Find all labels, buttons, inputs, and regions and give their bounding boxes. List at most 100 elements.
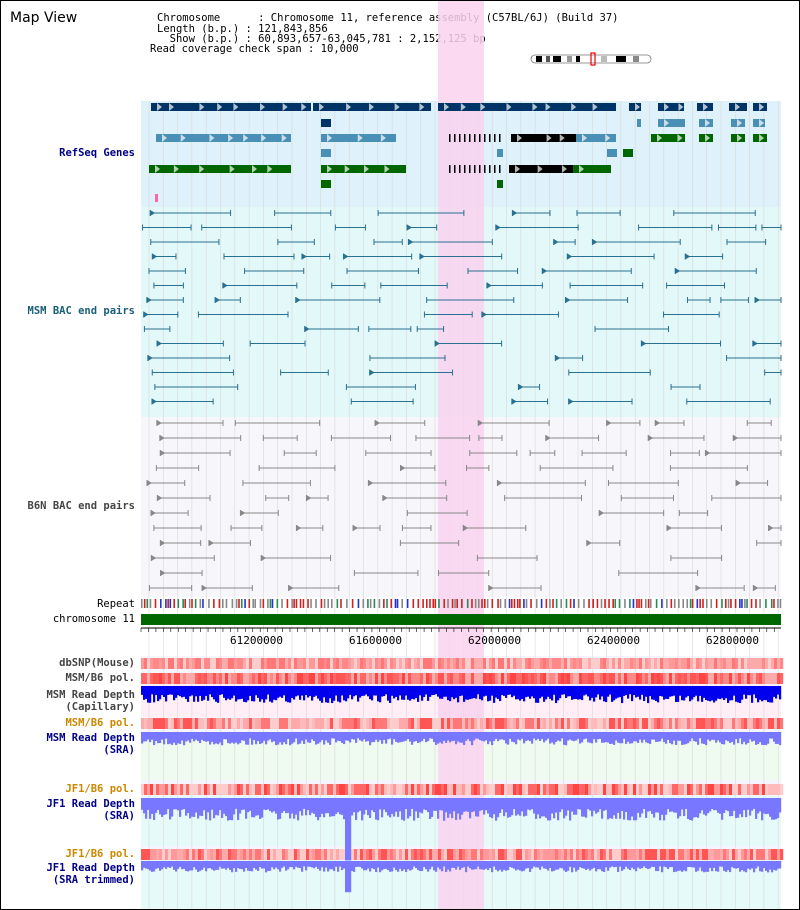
gene-arrow-icon [282, 103, 288, 111]
polymorphism-cell [258, 718, 262, 729]
polymorphism-cell [648, 849, 652, 860]
polymorphism-cell [618, 658, 622, 669]
read-depth-bar [265, 798, 268, 811]
read-depth-bar [303, 732, 306, 744]
read-depth-bar [281, 686, 284, 698]
polymorphism-cell [192, 849, 196, 860]
read-depth-bar [677, 686, 680, 702]
repeat-mark [191, 599, 193, 608]
read-depth-bar [663, 686, 666, 700]
read-depth-bar [325, 686, 328, 703]
polymorphism-cell [495, 658, 499, 669]
read-depth-bar [443, 798, 446, 821]
polymorphism-cell [465, 849, 469, 860]
read-depth-bar [511, 686, 514, 698]
read-depth-bar [491, 798, 494, 819]
read-depth-bar [241, 798, 244, 810]
polymorphism-cell [471, 718, 475, 729]
read-depth-bar [525, 861, 528, 869]
polymorphism-cell [660, 673, 664, 684]
read-depth-bar [539, 732, 542, 741]
read-depth-bar [337, 686, 340, 702]
read-depth-bar [513, 798, 516, 810]
read-depth-bar [171, 861, 174, 867]
read-depth-bar [251, 861, 254, 872]
bac-end-arrow-icon [156, 420, 162, 426]
polymorphism-cell [588, 784, 592, 795]
read-depth-bar [563, 732, 566, 745]
read-depth-bar [145, 732, 148, 742]
read-depth-bar [765, 861, 768, 871]
read-depth-bar [299, 686, 302, 700]
read-depth-bar [561, 861, 564, 869]
polymorphism-cell [375, 658, 379, 669]
polymorphism-cell [288, 673, 292, 684]
read-depth-bar [345, 686, 348, 702]
read-depth-bar [675, 861, 678, 872]
repeat-mark [276, 599, 279, 608]
polymorphism-cell [402, 658, 406, 669]
polymorphism-cell [339, 658, 343, 669]
read-depth-bar [279, 861, 282, 872]
polymorphism-cell [324, 784, 328, 795]
read-depth-bar [229, 686, 232, 700]
polymorphism-cell [585, 849, 589, 860]
read-depth-bar [651, 798, 654, 814]
read-depth-bar [687, 798, 690, 820]
polymorphism-cell [303, 673, 307, 684]
bac-end-arrow-icon [641, 340, 647, 347]
polymorphism-cell [372, 718, 376, 729]
repeat-mark [456, 599, 458, 608]
polymorphism-cell [336, 784, 340, 795]
polymorphism-cell [156, 658, 160, 669]
repeat-mark [165, 599, 167, 608]
polymorphism-cell [441, 849, 445, 860]
read-depth-bar [551, 686, 554, 701]
exon-tick [459, 165, 461, 173]
read-depth-bar [293, 732, 296, 743]
read-depth-bar [685, 686, 688, 698]
read-depth-bar [567, 798, 570, 811]
read-depth-bar [299, 861, 302, 869]
polymorphism-cell [207, 658, 211, 669]
polymorphism-cell [540, 784, 544, 795]
repeat-mark [661, 599, 663, 608]
read-depth-bar [371, 686, 374, 701]
polymorphism-cell [225, 718, 229, 729]
read-depth-bar [303, 798, 306, 809]
read-depth-bar [153, 861, 156, 872]
read-depth-bar [259, 861, 262, 868]
polymorphism-cell [204, 658, 208, 669]
polymorphism-cell [297, 658, 301, 669]
jf1-depth-trim-sub: (SRA trimmed) [52, 874, 135, 886]
polymorphism-cell [291, 784, 295, 795]
polymorphism-cell [291, 849, 295, 860]
read-depth-bar [773, 861, 776, 870]
polymorphism-cell [141, 658, 145, 669]
repeat-mark [666, 599, 668, 608]
read-depth-bar [347, 732, 350, 741]
repeat-mark [240, 599, 243, 608]
read-depth-bar [435, 686, 438, 695]
read-depth-bar [159, 861, 162, 871]
read-depth-bar [751, 732, 754, 742]
read-depth-bar [193, 686, 196, 702]
read-depth-bar [681, 686, 684, 701]
polymorphism-cell [279, 718, 283, 729]
polymorphism-cell [225, 673, 229, 684]
polymorphism-cell [417, 849, 421, 860]
polymorphism-cell [165, 658, 169, 669]
polymorphism-cell [753, 849, 757, 860]
polymorphism-cell [423, 718, 427, 729]
read-depth-bar [249, 732, 252, 739]
polymorphism-cell [708, 849, 712, 860]
repeat-mark [447, 599, 449, 608]
read-depth-bar [779, 732, 782, 746]
polymorphism-cell [735, 718, 739, 729]
read-depth-bar [521, 732, 524, 739]
polymorphism-cell [405, 784, 409, 795]
polymorphism-cell [177, 718, 181, 729]
repeat-mark [269, 599, 272, 608]
repeat-mark [755, 599, 757, 608]
